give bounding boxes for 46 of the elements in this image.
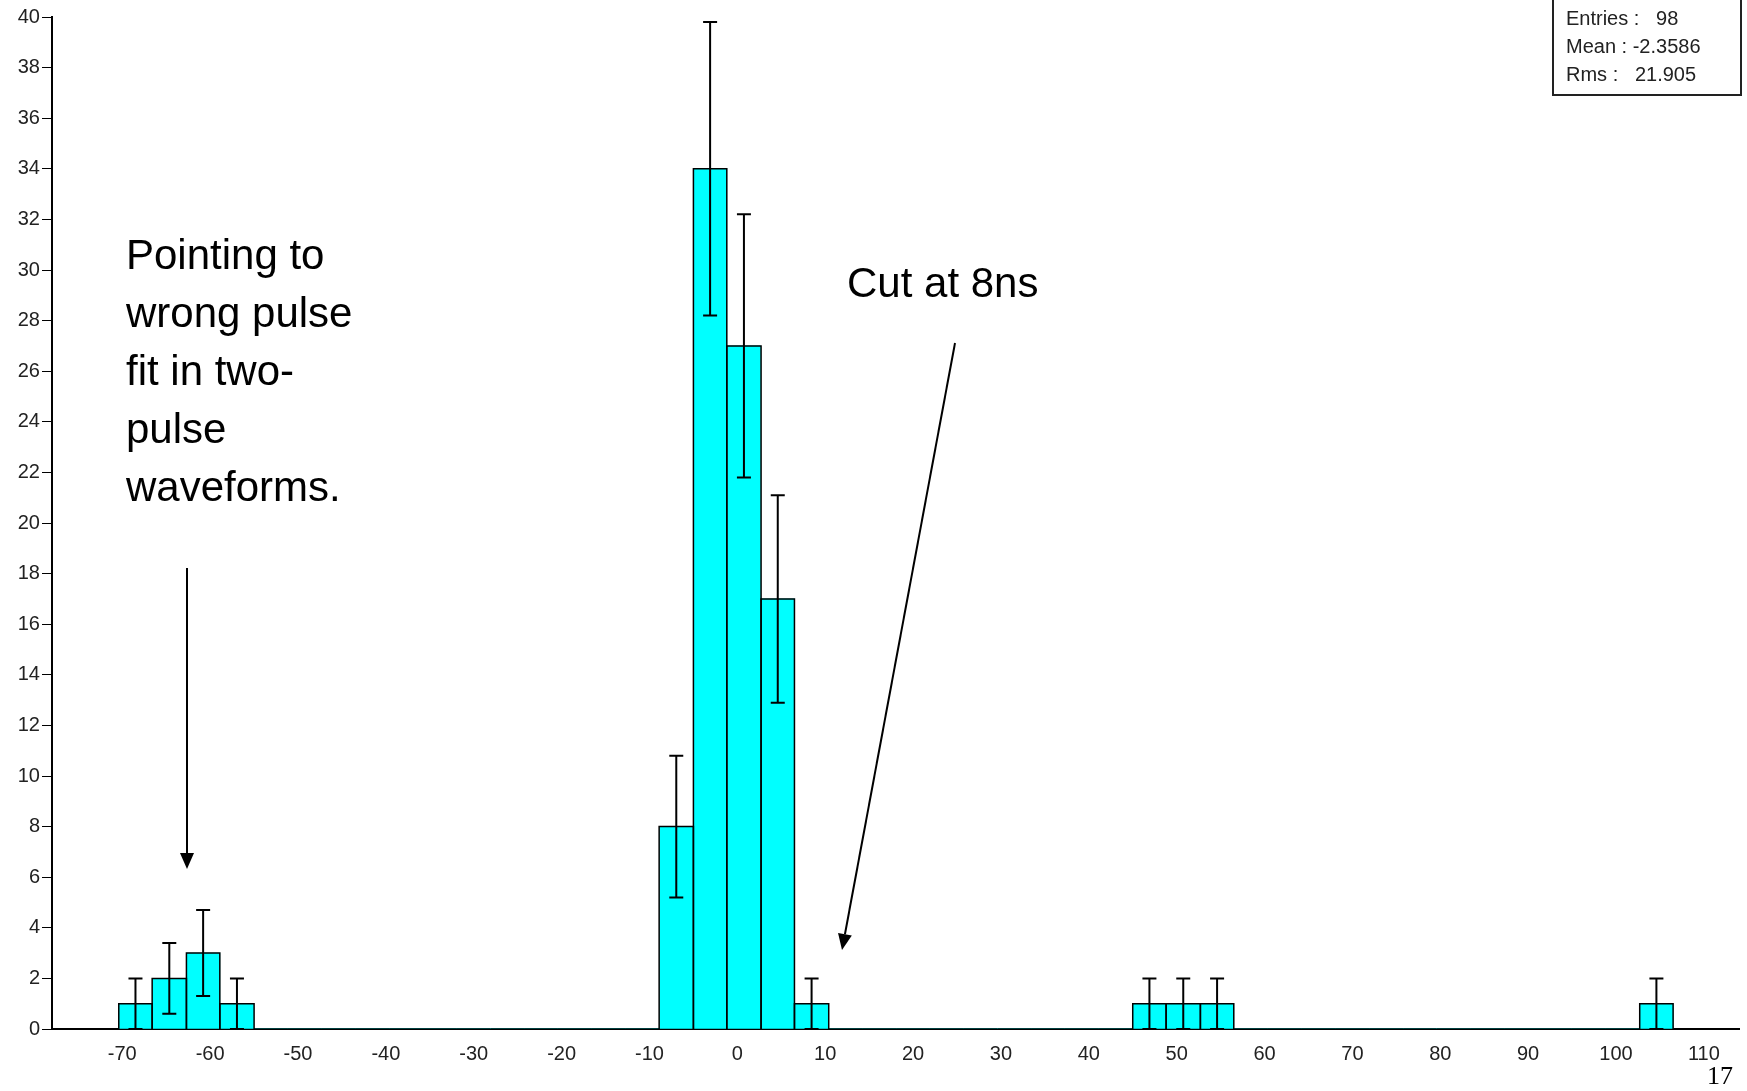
y-tick-label: 34 <box>17 156 40 179</box>
y-tick-label: 14 <box>17 662 40 685</box>
y-tick-label: 26 <box>17 358 40 381</box>
y-tick-label: 40 <box>17 4 40 27</box>
x-tick-label: 30 <box>989 1041 1013 1064</box>
y-tick-label: 32 <box>17 206 40 229</box>
x-tick-label: -50 <box>283 1041 313 1064</box>
y-tick-label: 0 <box>28 1016 40 1039</box>
y-tick-label: 20 <box>17 510 40 533</box>
y-tick-label: 30 <box>17 257 40 280</box>
annotation: Entries : 98 <box>1566 6 1680 31</box>
x-tick-label: 90 <box>1517 1041 1540 1064</box>
y-tick-label: 28 <box>17 308 40 331</box>
y-tick-label: 8 <box>28 814 40 837</box>
x-tick-label: 70 <box>1341 1041 1364 1064</box>
annotation: Pointing to wrong pulse fit in two-pulse waveforms. <box>126 230 354 512</box>
x-tick-label: 60 <box>1253 1041 1276 1064</box>
x-tick-label: 50 <box>1165 1041 1188 1064</box>
y-tick-label: 18 <box>17 561 40 584</box>
y-tick-label: 38 <box>17 55 40 78</box>
y-tick-label: 6 <box>28 864 40 887</box>
x-tick-label: 100 <box>1599 1041 1633 1064</box>
x-tick-label: 0 <box>731 1041 743 1064</box>
x-tick-label: -60 <box>195 1041 225 1064</box>
x-tick-label: -10 <box>635 1041 664 1064</box>
x-tick-label: 110 <box>1687 1041 1720 1064</box>
x-tick-label: -70 <box>107 1041 137 1064</box>
y-tick-label: 22 <box>17 459 40 482</box>
annotation: Rms : 21.905 <box>1566 62 1698 87</box>
x-tick-label: 10 <box>814 1041 837 1064</box>
x-tick-label: -40 <box>371 1041 401 1064</box>
x-tick-label: -30 <box>459 1041 489 1064</box>
annotation: Mean : -2.3586 <box>1566 34 1702 59</box>
x-tick-label: 80 <box>1429 1041 1452 1064</box>
y-tick-label: 12 <box>17 712 40 735</box>
y-tick-label: 4 <box>28 915 40 938</box>
x-tick-label: 20 <box>901 1041 925 1064</box>
y-tick-label: 16 <box>17 611 40 634</box>
x-tick-label: -20 <box>547 1041 577 1064</box>
annotation: Cut at 8ns <box>847 258 1040 308</box>
text: 17 <box>1707 1061 1733 1091</box>
y-tick-label: 24 <box>17 409 40 432</box>
y-tick-label: 10 <box>17 763 40 786</box>
x-tick-label: 40 <box>1077 1041 1100 1064</box>
y-tick-label: 2 <box>28 965 40 988</box>
y-tick-label: 36 <box>17 105 40 128</box>
